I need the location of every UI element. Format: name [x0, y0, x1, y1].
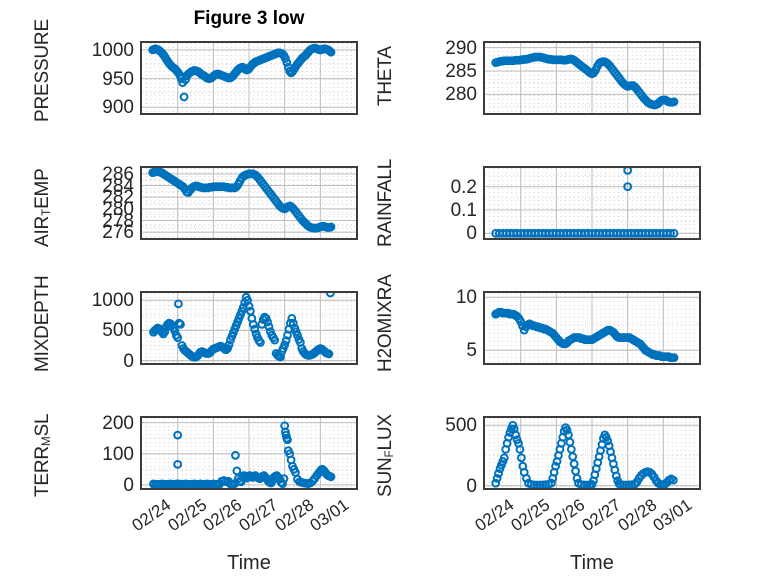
ytick-mixdepth-0: 1000: [91, 290, 134, 312]
ytick-terr_msl-0: 200: [102, 412, 134, 434]
axes-theta[interactable]: [483, 41, 701, 115]
ylabel-mixdepth: MIXDEPTH: [32, 275, 53, 372]
series-theta: [491, 52, 679, 110]
ytick-terr_msl-2: 0: [123, 474, 134, 496]
series-h2omixra: [491, 307, 679, 363]
ytick-rainfall-2: 0: [466, 223, 477, 245]
ytick-sun_flux-1: 0: [466, 475, 477, 497]
xaxis-label-right: Time: [570, 552, 614, 574]
ytick-h2omixra-0: 10: [455, 287, 477, 309]
axes-terr_msl[interactable]: [140, 416, 358, 490]
ytick-air_temp-0: 286: [102, 163, 134, 185]
xaxis-label-left: Time: [227, 552, 271, 574]
ytick-pressure-2: 900: [102, 97, 134, 119]
axes-rainfall[interactable]: [483, 166, 701, 240]
ytick-air_temp-5: 276: [102, 222, 134, 244]
ytick-theta-0: 290: [445, 37, 477, 59]
ylabel-theta: THETA: [375, 45, 396, 106]
ytick-air_temp-4: 278: [102, 210, 134, 232]
ylabel-air_temp: AIRTEMP: [32, 168, 54, 247]
axes-mixdepth[interactable]: [140, 291, 358, 365]
ytick-air_temp-3: 280: [102, 198, 134, 220]
ytick-air_temp-1: 284: [102, 175, 134, 197]
grid-h2omixra: [485, 293, 699, 363]
ytick-pressure-1: 950: [102, 68, 134, 90]
series-terr_msl: [149, 421, 336, 488]
ytick-terr_msl-1: 100: [102, 443, 134, 465]
ytick-rainfall-1: 0.1: [450, 200, 477, 221]
ylabel-rainfall: RAINFALL: [375, 158, 396, 247]
axes-air_temp[interactable]: [140, 166, 358, 240]
series-rainfall: [491, 168, 679, 238]
grid-air_temp: [142, 168, 356, 238]
series-pressure: [148, 43, 336, 102]
axes-h2omixra[interactable]: [483, 291, 701, 365]
ytick-h2omixra-1: 5: [466, 340, 477, 362]
ylabel-h2omixra: H2OMIXRA: [375, 274, 396, 372]
ytick-mixdepth-2: 0: [123, 350, 134, 372]
series-mixdepth: [149, 293, 335, 362]
series-air_temp: [148, 168, 336, 233]
ytick-theta-1: 285: [445, 61, 477, 82]
ytick-rainfall-0: 0.2: [450, 176, 477, 198]
figure-title: Figure 3 low: [193, 8, 305, 29]
ytick-sun_flux-0: 500: [445, 415, 477, 437]
axes-pressure[interactable]: [140, 41, 358, 115]
axes-sun_flux[interactable]: [483, 416, 701, 490]
ytick-theta-2: 280: [445, 84, 477, 106]
ylabel-pressure: PRESSURE: [32, 19, 53, 122]
ytick-air_temp-2: 282: [102, 187, 134, 209]
ytick-mixdepth-1: 500: [102, 320, 134, 342]
grid-theta: [485, 43, 699, 113]
ytick-pressure-0: 1000: [91, 39, 134, 61]
series-sun_flux: [491, 420, 678, 488]
ylabel-terr_msl: TERRMSL: [32, 413, 54, 497]
ylabel-sun_flux: SUNFLUX: [375, 414, 397, 497]
